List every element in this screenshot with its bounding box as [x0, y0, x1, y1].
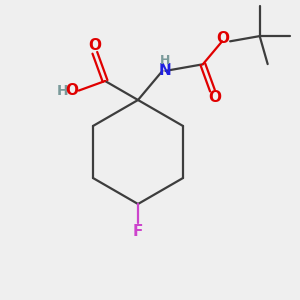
Text: O: O — [65, 83, 78, 98]
Text: H: H — [160, 54, 171, 68]
Text: O: O — [208, 90, 221, 105]
Text: F: F — [133, 224, 143, 238]
Text: O: O — [88, 38, 101, 53]
Text: N: N — [159, 63, 172, 78]
Text: O: O — [217, 31, 230, 46]
Text: H: H — [57, 84, 69, 98]
